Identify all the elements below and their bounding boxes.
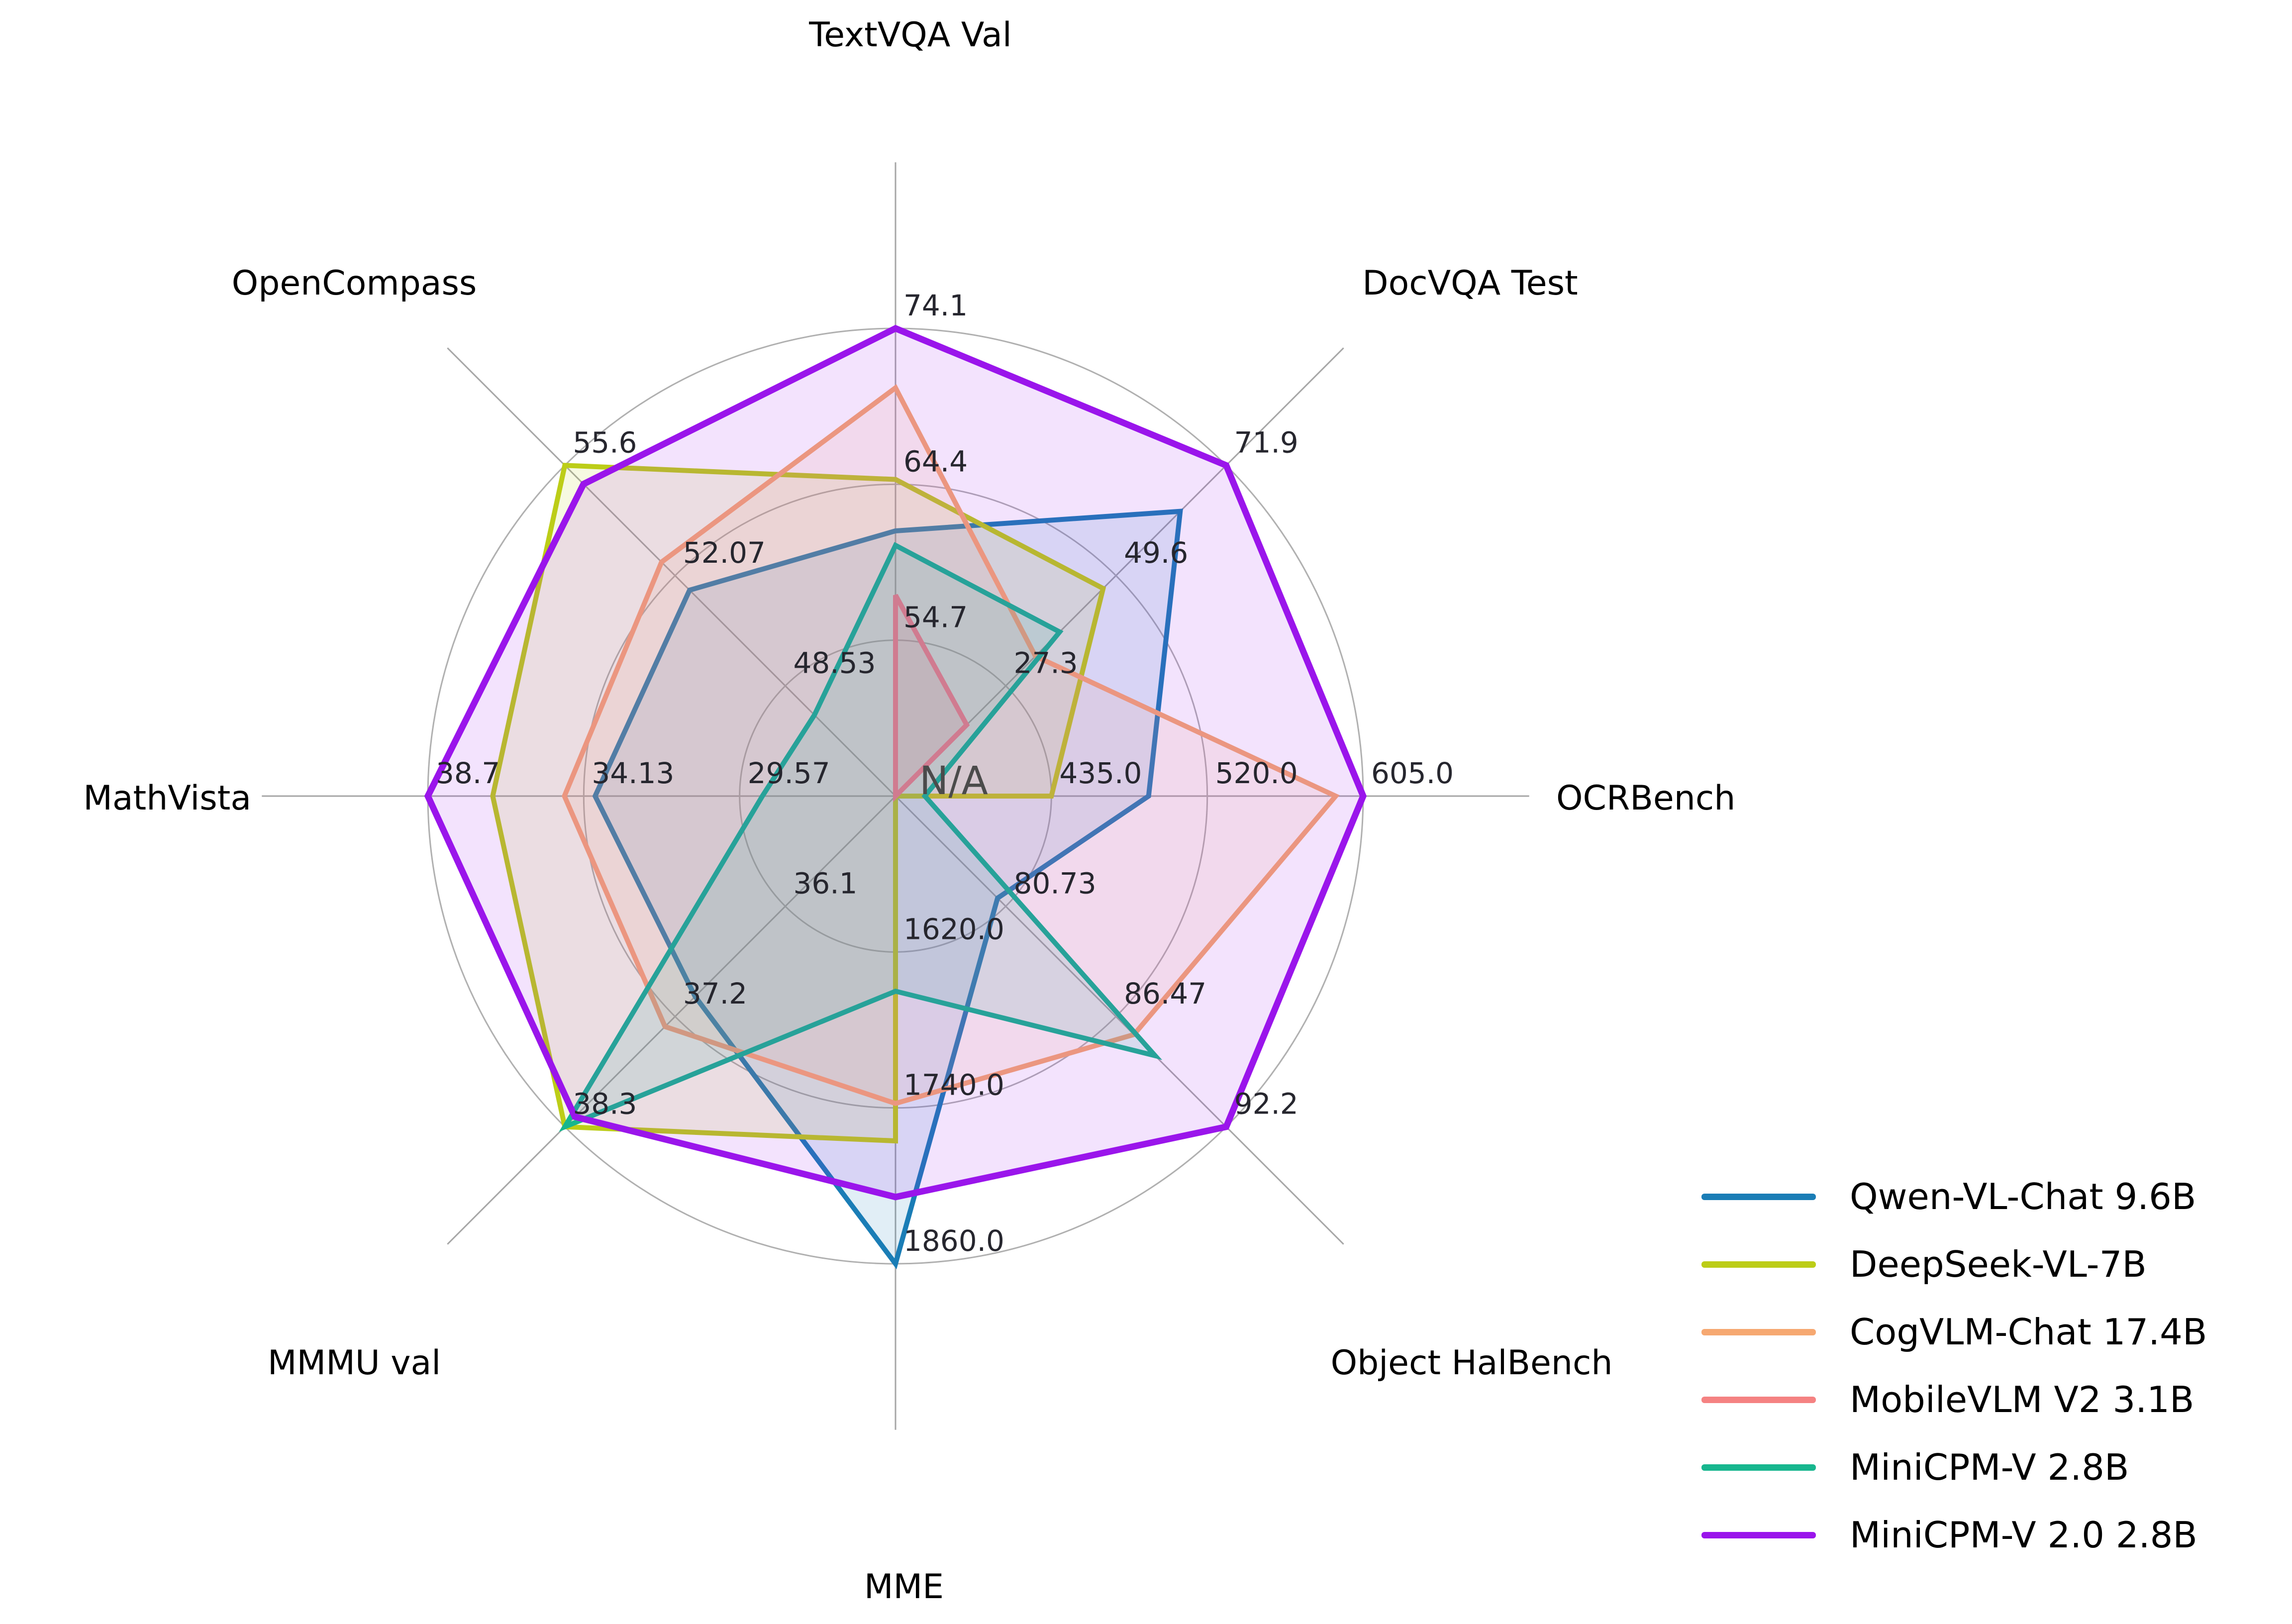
legend-item: MobileVLM V2 3.1B bbox=[1701, 1381, 2207, 1418]
tick-labels: 54.7 64.4 74.1 27.3 49.6 71.9 435.0 520.0 605.0 8… bbox=[436, 289, 1454, 1258]
legend-item-label: MiniCPM-V 2.0 2.8B bbox=[1850, 1514, 2197, 1556]
axis-title: TextVQA Val bbox=[808, 15, 1012, 55]
legend-item-label: Qwen-VL-Chat 9.6B bbox=[1850, 1176, 2196, 1218]
tick-label: 435.0 bbox=[1059, 756, 1142, 790]
tick-label: 49.6 bbox=[1124, 536, 1188, 570]
tick-label: 36.1 bbox=[793, 867, 857, 901]
legend-item: MiniCPM-V 2.8B bbox=[1701, 1449, 2207, 1486]
axis-title: OpenCompass bbox=[232, 264, 477, 303]
legend-swatch-icon bbox=[1701, 1531, 1816, 1538]
legend-swatch-icon bbox=[1701, 1396, 1816, 1403]
legend-item-label: MobileVLM V2 3.1B bbox=[1850, 1379, 2194, 1421]
axis-spoke bbox=[447, 795, 897, 1245]
tick-label: 27.3 bbox=[1014, 646, 1078, 680]
legend-item-label: MiniCPM-V 2.8B bbox=[1850, 1446, 2129, 1488]
tick-label: 48.53 bbox=[793, 646, 876, 680]
legend-swatch-icon bbox=[1701, 1328, 1816, 1335]
tick-label: 74.1 bbox=[903, 289, 968, 322]
tick-label: 52.07 bbox=[683, 536, 766, 570]
axis-spoke bbox=[447, 347, 897, 797]
tick-label: 38.7 bbox=[436, 756, 500, 790]
series-polygon bbox=[893, 594, 970, 803]
tick-label: 520.0 bbox=[1215, 756, 1298, 790]
series-polygon bbox=[559, 542, 1163, 1132]
tick-label: 605.0 bbox=[1371, 756, 1454, 790]
legend: Qwen-VL-Chat 9.6B DeepSeek-VL-7B CogVLM-Ch… bbox=[1701, 1178, 2207, 1584]
tick-label: 64.4 bbox=[903, 444, 968, 478]
tick-label: 37.2 bbox=[683, 977, 747, 1011]
tick-label: 71.9 bbox=[1234, 425, 1298, 459]
tick-label: 29.57 bbox=[748, 756, 830, 790]
tick-label: 54.7 bbox=[903, 601, 968, 634]
axis-title: MathVista bbox=[83, 779, 251, 818]
tick-label: 86.47 bbox=[1124, 977, 1206, 1011]
legend-swatch-icon bbox=[1701, 1261, 1816, 1268]
legend-swatch-icon bbox=[1701, 1193, 1816, 1200]
tick-label: 1740.0 bbox=[903, 1068, 1004, 1102]
axis-spoke bbox=[895, 347, 1344, 797]
legend-item-label: CogVLM-Chat 17.4B bbox=[1850, 1311, 2207, 1353]
legend-item: DeepSeek-VL-7B bbox=[1701, 1246, 2207, 1283]
tick-label: 34.13 bbox=[592, 756, 674, 790]
axis-title: MME bbox=[864, 1567, 944, 1607]
legend-item: CogVLM-Chat 17.4B bbox=[1701, 1314, 2207, 1350]
center-na-label: N/A bbox=[919, 759, 988, 804]
legend-item: Qwen-VL-Chat 9.6B bbox=[1701, 1178, 2207, 1215]
series-polygon bbox=[424, 324, 1367, 1201]
tick-label: 38.3 bbox=[573, 1087, 637, 1121]
axis-spoke bbox=[895, 795, 1344, 1245]
axis-titles: TextVQA Val DocVQA Test OCRBench Object Hal… bbox=[83, 15, 1735, 1607]
tick-label: 92.2 bbox=[1234, 1087, 1298, 1121]
axis-title: MMMU val bbox=[268, 1343, 441, 1383]
tick-label: 80.73 bbox=[1014, 867, 1096, 901]
tick-label: 55.6 bbox=[573, 425, 637, 459]
series-polygon bbox=[562, 384, 1340, 1107]
legend-item: MiniCPM-V 2.0 2.8B bbox=[1701, 1517, 2207, 1553]
tick-label: 1860.0 bbox=[903, 1224, 1004, 1258]
axis-title: Object HalBench bbox=[1331, 1343, 1613, 1383]
series-polygons bbox=[424, 324, 1367, 1270]
tick-label: 1620.0 bbox=[903, 912, 1004, 946]
legend-swatch-icon bbox=[1701, 1464, 1816, 1471]
axis-title: DocVQA Test bbox=[1362, 264, 1578, 303]
series-polygon bbox=[592, 508, 1183, 1270]
axis-title: OCRBench bbox=[1556, 779, 1735, 818]
legend-item-label: DeepSeek-VL-7B bbox=[1850, 1243, 2147, 1285]
